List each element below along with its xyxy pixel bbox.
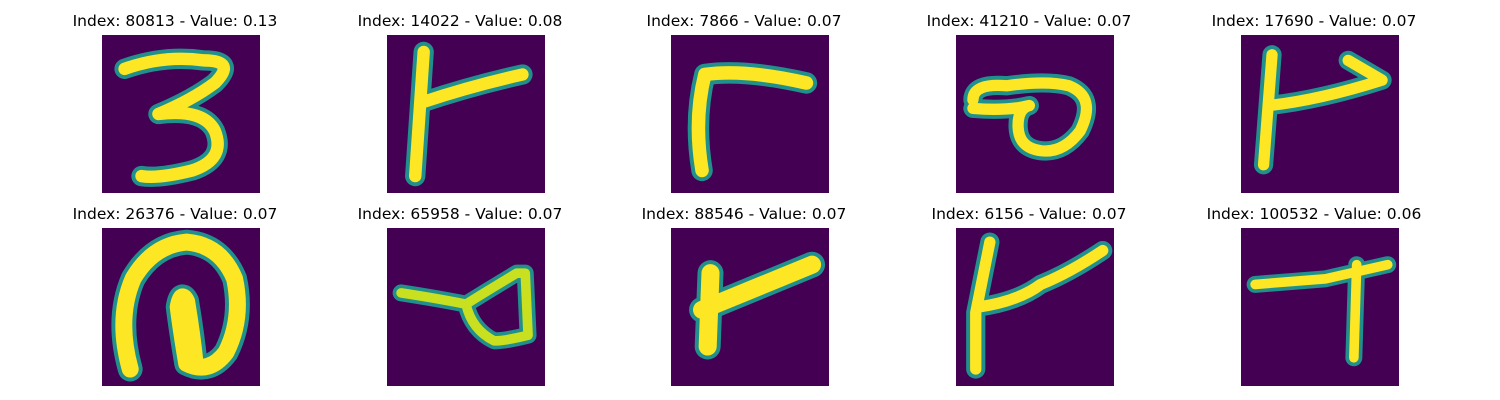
- panel-title: Index: 14022 - Value: 0.08: [357, 12, 563, 30]
- digit-image: [956, 35, 1114, 193]
- panel-title: Index: 65958 - Value: 0.07: [357, 205, 563, 223]
- panel-title: Index: 17690 - Value: 0.07: [1211, 12, 1417, 30]
- panel-title: Index: 26376 - Value: 0.07: [72, 205, 278, 223]
- digit-image: [387, 228, 545, 386]
- digit-image: [102, 35, 260, 193]
- panel-title: Index: 80813 - Value: 0.13: [72, 12, 278, 30]
- panel-title: Index: 41210 - Value: 0.07: [926, 12, 1132, 30]
- digit-image: [1241, 228, 1399, 386]
- panel-title: Index: 100532 - Value: 0.06: [1206, 205, 1422, 223]
- panel-title: Index: 88546 - Value: 0.07: [641, 205, 847, 223]
- digit-image: [387, 35, 545, 193]
- panel-title: Index: 7866 - Value: 0.07: [646, 12, 842, 30]
- digit-image: [1241, 35, 1399, 193]
- digit-image: [671, 35, 829, 193]
- digit-image: [671, 228, 829, 386]
- digit-image: [956, 228, 1114, 386]
- digit-image: [102, 228, 260, 386]
- panel-title: Index: 6156 - Value: 0.07: [931, 205, 1127, 223]
